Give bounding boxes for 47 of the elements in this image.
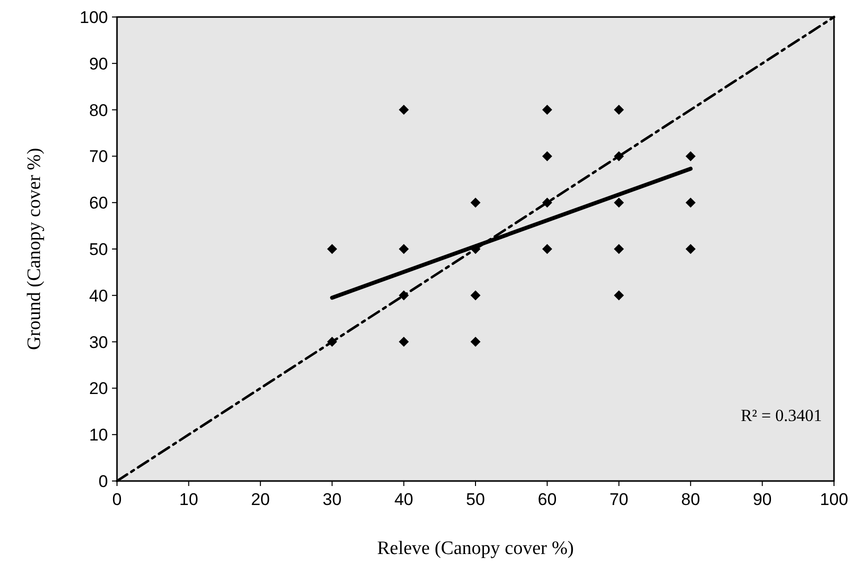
- point: [614, 198, 624, 208]
- point: [542, 151, 552, 162]
- point: [398, 336, 409, 347]
- y-tick-label: 0: [98, 472, 108, 491]
- y-tick-label: 50: [89, 240, 108, 259]
- y-tick-label: 100: [80, 8, 108, 27]
- x-tick-label: 50: [466, 490, 485, 509]
- point: [686, 151, 696, 162]
- point: [614, 290, 624, 300]
- x-tick-label: 10: [179, 490, 198, 509]
- point: [470, 290, 480, 300]
- point: [614, 244, 624, 254]
- y-tick-label: 40: [89, 286, 108, 306]
- y-tick-label: 30: [89, 332, 108, 352]
- point: [398, 104, 409, 115]
- annotation: R² = 0.3401: [740, 406, 822, 425]
- point: [470, 336, 480, 347]
- point: [542, 198, 552, 208]
- x-tick-label: 80: [681, 490, 700, 509]
- x-tick-label: 60: [538, 490, 557, 509]
- y-axis-title: Ground (Canopy cover %): [24, 148, 45, 350]
- point: [398, 290, 409, 300]
- point: [542, 104, 552, 115]
- point: [470, 198, 480, 208]
- y-tick-label: 10: [89, 426, 108, 445]
- x-tick-label: 70: [609, 490, 628, 509]
- y-tick-label: 60: [89, 194, 108, 213]
- x-tick-label: 90: [752, 490, 772, 509]
- point: [542, 244, 552, 254]
- point: [327, 336, 338, 347]
- point: [686, 244, 696, 254]
- y-tick-label: 80: [89, 100, 108, 120]
- point: [614, 151, 624, 162]
- point: [398, 244, 409, 254]
- x-tick-label: 20: [250, 490, 270, 509]
- x-tick-label: 30: [322, 490, 342, 509]
- point: [327, 244, 338, 254]
- x-tick-label: 100: [820, 490, 848, 509]
- x-axis-title: Releve (Canopy cover %): [377, 538, 574, 559]
- x-tick-label: 0: [112, 490, 122, 509]
- point: [686, 198, 696, 208]
- x-tick-label: 40: [394, 490, 414, 509]
- point: [614, 104, 624, 115]
- point: [470, 244, 480, 254]
- y-tick-label: 70: [89, 147, 108, 166]
- y-tick-label: 20: [89, 379, 108, 398]
- y-tick-label: 90: [89, 54, 108, 74]
